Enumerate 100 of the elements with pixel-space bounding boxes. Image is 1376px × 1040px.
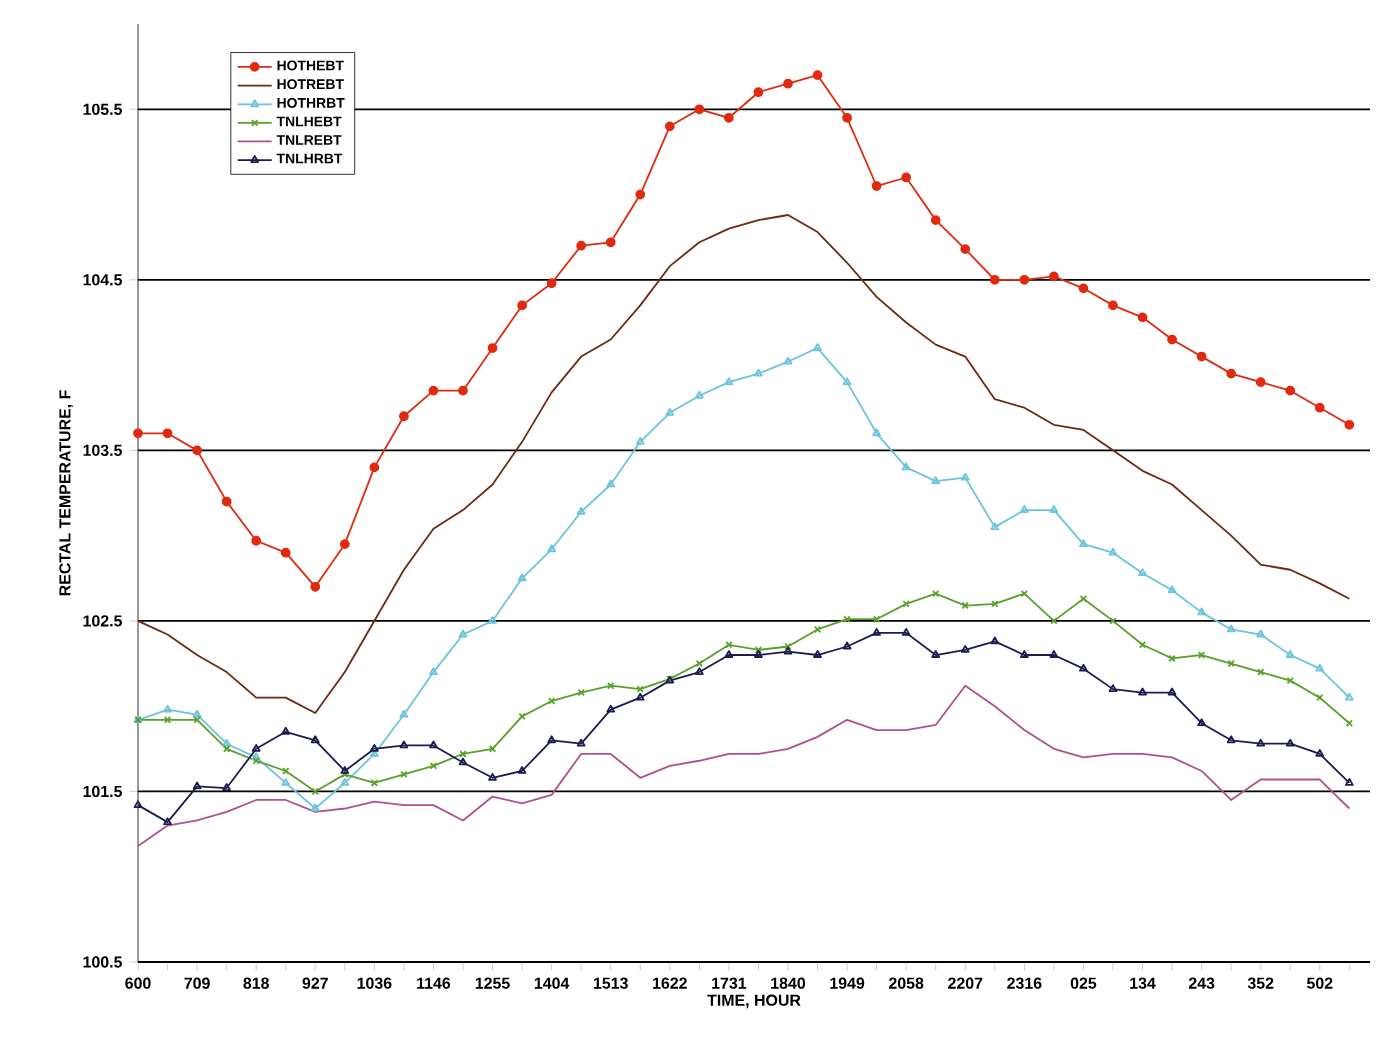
- point: [340, 766, 350, 774]
- point: [1167, 585, 1177, 594]
- point: [901, 172, 912, 183]
- point: [605, 237, 616, 248]
- point: [990, 636, 1000, 645]
- point: [1138, 568, 1147, 577]
- point: [1167, 687, 1177, 696]
- point: [754, 368, 763, 377]
- point: [1019, 505, 1029, 513]
- point: [724, 650, 734, 658]
- point: [606, 479, 616, 488]
- point: [931, 476, 941, 484]
- point: [1226, 624, 1236, 633]
- point: [221, 496, 232, 507]
- point: [251, 535, 262, 546]
- point: [399, 709, 409, 718]
- point: [458, 757, 468, 766]
- point: [1316, 693, 1324, 702]
- point: [252, 757, 260, 765]
- point: [458, 629, 468, 638]
- point: [576, 240, 587, 251]
- point: [1285, 650, 1295, 658]
- point: [1049, 271, 1059, 282]
- point: [488, 616, 497, 624]
- point: [163, 817, 172, 826]
- point: [872, 615, 881, 623]
- point: [843, 615, 851, 623]
- point: [695, 667, 704, 675]
- point: [783, 356, 793, 365]
- point: [281, 778, 291, 786]
- point: [310, 581, 321, 592]
- point: [517, 300, 527, 311]
- point: [251, 752, 261, 761]
- point: [695, 659, 704, 668]
- point: [546, 278, 557, 289]
- point: [1315, 663, 1325, 672]
- point: [901, 462, 911, 471]
- point: [280, 547, 291, 558]
- point: [192, 781, 202, 790]
- point: [517, 573, 527, 582]
- point: [576, 506, 586, 515]
- point: [607, 682, 615, 690]
- point: [576, 738, 586, 747]
- point: [251, 743, 261, 752]
- point: [930, 215, 941, 226]
- point: [1109, 617, 1117, 625]
- point: [1108, 300, 1118, 311]
- point: [635, 436, 645, 445]
- point: [428, 385, 439, 396]
- point: [1167, 334, 1177, 345]
- point: [1019, 650, 1029, 658]
- point: [459, 750, 467, 758]
- point: [1137, 312, 1148, 323]
- point: [547, 735, 556, 744]
- point: [1344, 419, 1355, 430]
- point: [370, 779, 379, 787]
- point: [842, 641, 852, 650]
- point: [872, 428, 881, 437]
- point: [813, 650, 822, 658]
- point: [429, 667, 438, 675]
- point: [664, 121, 675, 132]
- point: [1285, 385, 1296, 396]
- point: [1078, 283, 1089, 294]
- point: [1049, 505, 1059, 513]
- point: [724, 377, 734, 386]
- point: [1196, 351, 1207, 362]
- point: [1108, 547, 1118, 556]
- point: [1197, 718, 1206, 727]
- point: [812, 70, 823, 81]
- point: [753, 87, 764, 98]
- point: [487, 343, 498, 353]
- point: [1256, 738, 1266, 747]
- point: [990, 522, 1000, 530]
- point: [665, 407, 675, 416]
- point: [1138, 687, 1147, 696]
- point: [488, 772, 497, 781]
- point: [163, 704, 172, 713]
- point: [192, 445, 202, 456]
- point: [370, 749, 379, 757]
- point: [399, 740, 409, 749]
- point: [222, 738, 231, 747]
- point: [1256, 668, 1265, 676]
- point: [281, 726, 291, 735]
- point: [1315, 749, 1325, 757]
- point: [1197, 607, 1206, 616]
- point: [1285, 738, 1295, 747]
- point: [1226, 735, 1236, 744]
- point: [694, 104, 705, 115]
- point: [1050, 617, 1058, 625]
- point: [458, 385, 468, 396]
- point: [636, 685, 644, 693]
- point: [931, 650, 941, 658]
- point: [842, 377, 852, 386]
- point: [133, 428, 143, 439]
- point: [813, 625, 822, 634]
- point: [842, 112, 852, 123]
- point: [547, 544, 556, 553]
- point: [339, 539, 350, 550]
- point: [1226, 368, 1237, 379]
- point: [960, 244, 971, 254]
